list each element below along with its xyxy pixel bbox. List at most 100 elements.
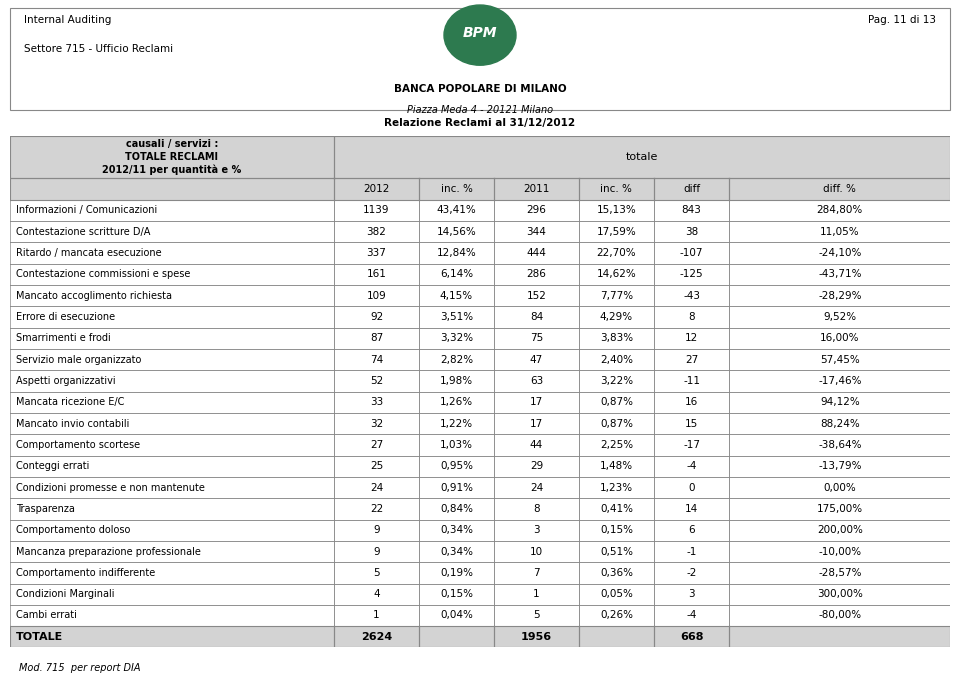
- Text: -43,71%: -43,71%: [818, 269, 862, 279]
- Text: 1139: 1139: [363, 205, 390, 215]
- Bar: [494, 541, 579, 562]
- Text: 33: 33: [370, 397, 383, 407]
- Bar: [730, 456, 950, 477]
- Text: 10: 10: [530, 546, 543, 557]
- Text: 0,15%: 0,15%: [600, 525, 633, 535]
- Text: BPM: BPM: [463, 26, 497, 39]
- Text: Internal Auditing: Internal Auditing: [24, 15, 111, 25]
- Text: 5: 5: [373, 568, 380, 578]
- Bar: [494, 456, 579, 477]
- Text: 2,82%: 2,82%: [440, 355, 473, 365]
- Bar: [579, 178, 654, 199]
- Text: 0,41%: 0,41%: [600, 504, 633, 514]
- Text: 0,36%: 0,36%: [600, 568, 633, 578]
- Text: 2,25%: 2,25%: [600, 440, 633, 450]
- Bar: [334, 456, 419, 477]
- Bar: [730, 178, 950, 199]
- Bar: [334, 392, 419, 413]
- Bar: [334, 178, 419, 199]
- Text: 2011: 2011: [523, 184, 550, 194]
- Text: Informazioni / Comunicazioni: Informazioni / Comunicazioni: [16, 205, 157, 215]
- Text: 3,83%: 3,83%: [600, 333, 633, 343]
- Text: -4: -4: [686, 461, 697, 471]
- Text: 296: 296: [526, 205, 546, 215]
- Text: 75: 75: [530, 333, 543, 343]
- Bar: [419, 562, 494, 584]
- Bar: [494, 199, 579, 221]
- Text: 38: 38: [685, 226, 698, 237]
- Text: 3: 3: [533, 525, 540, 535]
- Bar: [419, 199, 494, 221]
- Text: 284,80%: 284,80%: [817, 205, 863, 215]
- Text: 16,00%: 16,00%: [820, 333, 859, 343]
- Text: 337: 337: [367, 248, 387, 258]
- Bar: [494, 306, 579, 327]
- Text: 14,62%: 14,62%: [596, 269, 636, 279]
- Text: 27: 27: [685, 355, 698, 365]
- Bar: [10, 264, 334, 285]
- Bar: [10, 327, 334, 349]
- Text: Smarrimenti e frodi: Smarrimenti e frodi: [16, 333, 111, 343]
- Bar: [730, 605, 950, 626]
- Bar: [334, 221, 419, 242]
- Text: 16: 16: [685, 397, 698, 407]
- Text: 0,04%: 0,04%: [440, 610, 473, 620]
- Text: -24,10%: -24,10%: [818, 248, 861, 258]
- Text: 1: 1: [373, 610, 380, 620]
- Text: 3,32%: 3,32%: [440, 333, 473, 343]
- Text: -17,46%: -17,46%: [818, 376, 862, 386]
- Text: -13,79%: -13,79%: [818, 461, 862, 471]
- Bar: [730, 413, 950, 434]
- Bar: [10, 221, 334, 242]
- Text: 0: 0: [688, 483, 695, 492]
- Text: 24: 24: [370, 483, 383, 492]
- Bar: [10, 413, 334, 434]
- Text: 1,98%: 1,98%: [440, 376, 473, 386]
- Bar: [579, 626, 654, 647]
- Text: 344: 344: [526, 226, 546, 237]
- Text: 7,77%: 7,77%: [600, 291, 633, 300]
- Ellipse shape: [444, 5, 516, 65]
- Bar: [730, 349, 950, 370]
- Bar: [334, 605, 419, 626]
- Text: Settore 715 - Ufficio Reclami: Settore 715 - Ufficio Reclami: [24, 44, 173, 54]
- Text: 29: 29: [530, 461, 543, 471]
- Text: 1: 1: [533, 589, 540, 599]
- Text: 87: 87: [370, 333, 383, 343]
- Bar: [494, 519, 579, 541]
- Bar: [10, 477, 334, 498]
- Text: -17: -17: [684, 440, 700, 450]
- Bar: [730, 562, 950, 584]
- Text: 74: 74: [370, 355, 383, 365]
- Bar: [10, 242, 334, 264]
- Bar: [494, 626, 579, 647]
- Bar: [10, 498, 334, 519]
- Bar: [334, 477, 419, 498]
- Text: Comportamento doloso: Comportamento doloso: [16, 525, 131, 535]
- Bar: [419, 178, 494, 199]
- Text: 4,29%: 4,29%: [600, 312, 633, 322]
- Bar: [10, 519, 334, 541]
- Bar: [654, 519, 730, 541]
- Bar: [654, 264, 730, 285]
- Text: Ritardo / mancata esecuzione: Ritardo / mancata esecuzione: [16, 248, 162, 258]
- Bar: [654, 562, 730, 584]
- Text: 0,87%: 0,87%: [600, 418, 633, 428]
- Bar: [654, 541, 730, 562]
- Text: 0,15%: 0,15%: [440, 589, 473, 599]
- Text: 2,40%: 2,40%: [600, 355, 633, 365]
- Text: -11: -11: [684, 376, 700, 386]
- Text: -125: -125: [680, 269, 704, 279]
- Bar: [494, 498, 579, 519]
- Text: Comportamento indifferente: Comportamento indifferente: [16, 568, 156, 578]
- Bar: [579, 562, 654, 584]
- Text: -43: -43: [684, 291, 700, 300]
- Text: Pag. 11 di 13: Pag. 11 di 13: [868, 15, 936, 25]
- Bar: [10, 626, 334, 647]
- Bar: [334, 242, 419, 264]
- Text: 4,15%: 4,15%: [440, 291, 473, 300]
- Text: 2012: 2012: [363, 184, 390, 194]
- Bar: [579, 456, 654, 477]
- Text: 94,12%: 94,12%: [820, 397, 860, 407]
- Bar: [579, 327, 654, 349]
